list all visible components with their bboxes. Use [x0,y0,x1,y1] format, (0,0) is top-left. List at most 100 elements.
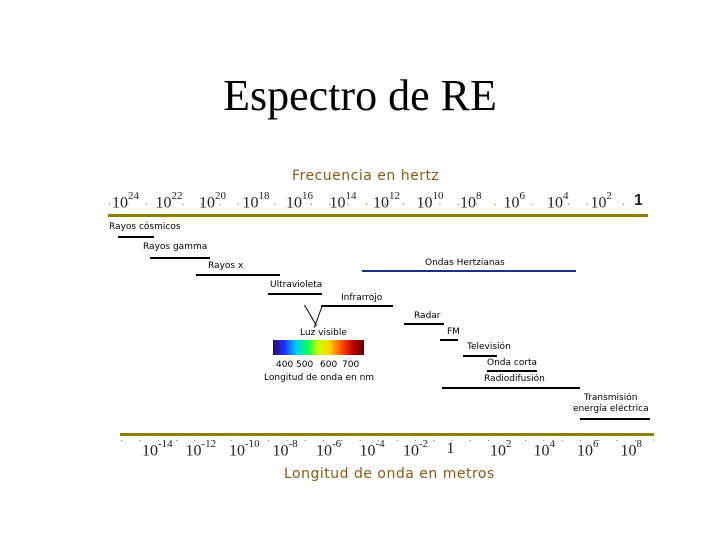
wavelength-tick: 10-4 [359,438,385,460]
wavelength-tick: 10-6 [316,438,342,460]
wavelength-tick-base: 10 [229,442,245,460]
wavelength-tick: 102 [490,438,512,460]
wavelength-tick-exponent: 6 [593,438,599,450]
frequency-tick-base: 10 [199,194,215,212]
frequency-tick: 1022 [155,190,183,212]
frequency-tick-exponent: 2 [606,190,613,202]
wavelength-tick-base: 10 [272,442,289,460]
wavelength-tick-exponent: 8 [636,438,643,450]
wavelength-tick: 108 [621,438,643,460]
wavelength-tick-exponent: 4 [549,438,556,450]
wavelength-tick-base: 10 [185,442,202,460]
frequency-tick-exponent: 10 [432,190,444,202]
frequency-tick-base: 10 [329,194,346,212]
frequency-tick: 1014 [329,190,357,212]
frequency-axis-dots: · · · · · · · · · · · · · · · · · · · · … [108,200,648,211]
gamma-rays-label: Rayos gamma [143,242,208,252]
frequency-tick: 104 [547,190,569,212]
wavelength-tick: 10-8 [272,438,298,460]
wavelength-tick-exponent: -8 [288,438,298,450]
wavelength-tick: 1 [447,440,455,458]
slide-title: Espectro de RE [223,71,497,120]
frequency-tick-exponent: 22 [171,190,183,202]
wavelength-tick-base: 10 [577,442,593,460]
gamma-rays-bar [150,257,210,259]
frequency-tick-exponent: 12 [389,190,400,202]
wavelength-tick-exponent: -4 [375,438,385,450]
frequency-tick-exponent: 18 [258,190,270,202]
frequency-tick: 1012 [373,190,400,212]
infrared-label: Infrarrojo [341,293,383,303]
frequency-tick-base: 10 [155,194,172,212]
wavelength-tick: 10-14 [142,438,173,460]
wavelength-axis-heading: Longitud de onda en metros [284,466,495,482]
wavelength-tick-exponent: -2 [419,438,429,450]
frequency-tick: 1010 [416,190,444,212]
wavelength-tick-base: 10 [142,442,158,460]
wavelength-tick: 104 [533,438,556,460]
frequency-tick-base: 10 [460,194,476,212]
wavelength-tick-base: 10 [533,442,550,460]
wavelength-tick-base: 1 [446,440,455,457]
cosmic-rays-label: Rayos cósmicos [109,222,181,232]
frequency-tick-base: 10 [112,194,128,212]
wavelength-tick-exponent: 2 [506,438,512,450]
television-label: Televisión [467,342,511,352]
frequency-tick: 1 [634,192,643,210]
frequency-tick-base: 10 [590,194,607,212]
wavelength-tick-base: 10 [359,442,376,460]
shortwave-bar [487,370,537,372]
hertzian-waves-label: Ondas Hertzianas [425,258,505,268]
radar-bar [404,323,444,325]
wavelength-tick-exponent: -12 [201,438,217,450]
frequency-tick: 1016 [286,190,313,212]
radar-label: Radar [414,311,441,321]
wavelength-axis-line [120,433,654,436]
frequency-tick: 102 [590,190,613,212]
power-transmission-label: Transmisión [584,393,638,403]
frequency-tick: 108 [460,190,482,212]
frequency-tick-exponent: 4 [563,190,569,202]
frequency-axis-heading: Frecuencia en hertz [292,168,440,184]
wavelength-tick-base: 10 [403,442,419,460]
frequency-tick-exponent: 6 [519,190,526,202]
frequency-tick: 106 [504,190,526,212]
frequency-tick-base: 10 [547,194,563,212]
frequency-axis-line [108,214,648,217]
hertzian-waves-bar [362,270,576,272]
wavelength-tick: 10-2 [403,438,429,460]
visible-tick-700: 700 [342,360,360,370]
frequency-tick-exponent: 24 [128,190,139,202]
xrays-bar [196,274,280,276]
broadcast-bar [442,387,580,389]
frequency-tick-base: 10 [373,194,389,212]
wavelength-tick-exponent: -14 [158,438,173,450]
frequency-tick: 1020 [199,190,226,212]
frequency-tick-exponent: 14 [345,190,357,202]
television-bar [463,355,497,357]
wavelength-tick: 106 [577,438,599,460]
frequency-tick-base: 10 [286,194,302,212]
infrared-bar [321,305,393,307]
wavelength-axis-dots: · · · · · · · · · · · · · · · · · · · · … [120,436,654,447]
frequency-tick-base: 10 [416,194,433,212]
fm-label: FM [447,327,460,337]
visible-tick-600: 600 [320,360,338,370]
visible-pointer-right [313,304,323,328]
wavelength-tick-exponent: -6 [332,438,342,450]
broadcast-label: Radiodifusión [484,374,545,384]
frequency-tick: 1018 [242,190,270,212]
frequency-tick-base: 10 [242,194,259,212]
fm-bar [440,339,458,341]
power-transmission-label-2: energía eléctrica [573,404,649,414]
wavelength-tick-exponent: -10 [245,438,260,450]
cosmic-rays-bar [118,236,154,238]
wavelength-tick: 10-12 [185,438,217,460]
shortwave-label: Onda corta [487,358,538,368]
wavelength-tick: 10-10 [229,438,260,460]
visible-tick-500: 500 [296,360,314,370]
wavelength-tick-base: 10 [490,442,506,460]
frequency-tick-exponent: 20 [215,190,226,202]
frequency-tick-exponent: 16 [302,190,313,202]
nm-unit-label: Longitud de onda en nm [264,373,375,383]
